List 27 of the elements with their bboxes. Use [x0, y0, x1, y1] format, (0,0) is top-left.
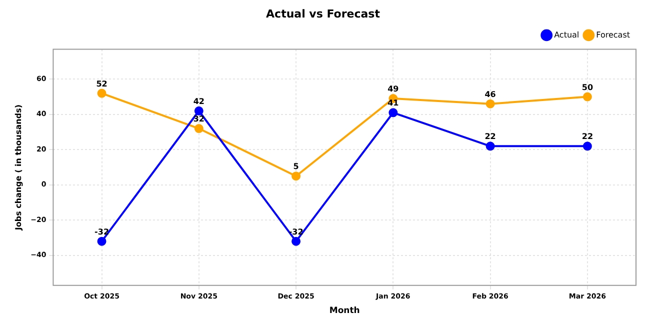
point [388, 108, 398, 118]
point [292, 236, 301, 246]
y-axis-title: Jobs change ( in thousands) [14, 104, 23, 232]
point [292, 172, 301, 181]
data-label: -32 [288, 227, 304, 236]
data-label: 46 [484, 90, 496, 99]
chart-title: Actual vs Forecast [266, 7, 380, 20]
data-label: 52 [96, 79, 108, 88]
x-axis-title: Month [329, 306, 360, 316]
legend-label: Forecast [596, 30, 630, 40]
data-label: 22 [484, 132, 496, 142]
data-label: -32 [94, 227, 109, 236]
data-label: 49 [388, 84, 400, 94]
point [194, 124, 204, 134]
data-label: 42 [193, 96, 204, 106]
point [486, 99, 495, 108]
point [97, 236, 106, 246]
point [194, 106, 204, 116]
data-label: 32 [193, 114, 204, 124]
legend-label: Actual [554, 30, 580, 40]
point [582, 92, 592, 102]
data-label: 5 [293, 162, 300, 172]
data-label: 22 [582, 132, 594, 142]
point [486, 142, 495, 151]
point [97, 88, 106, 98]
point [582, 142, 592, 151]
data-label: 50 [582, 82, 594, 92]
